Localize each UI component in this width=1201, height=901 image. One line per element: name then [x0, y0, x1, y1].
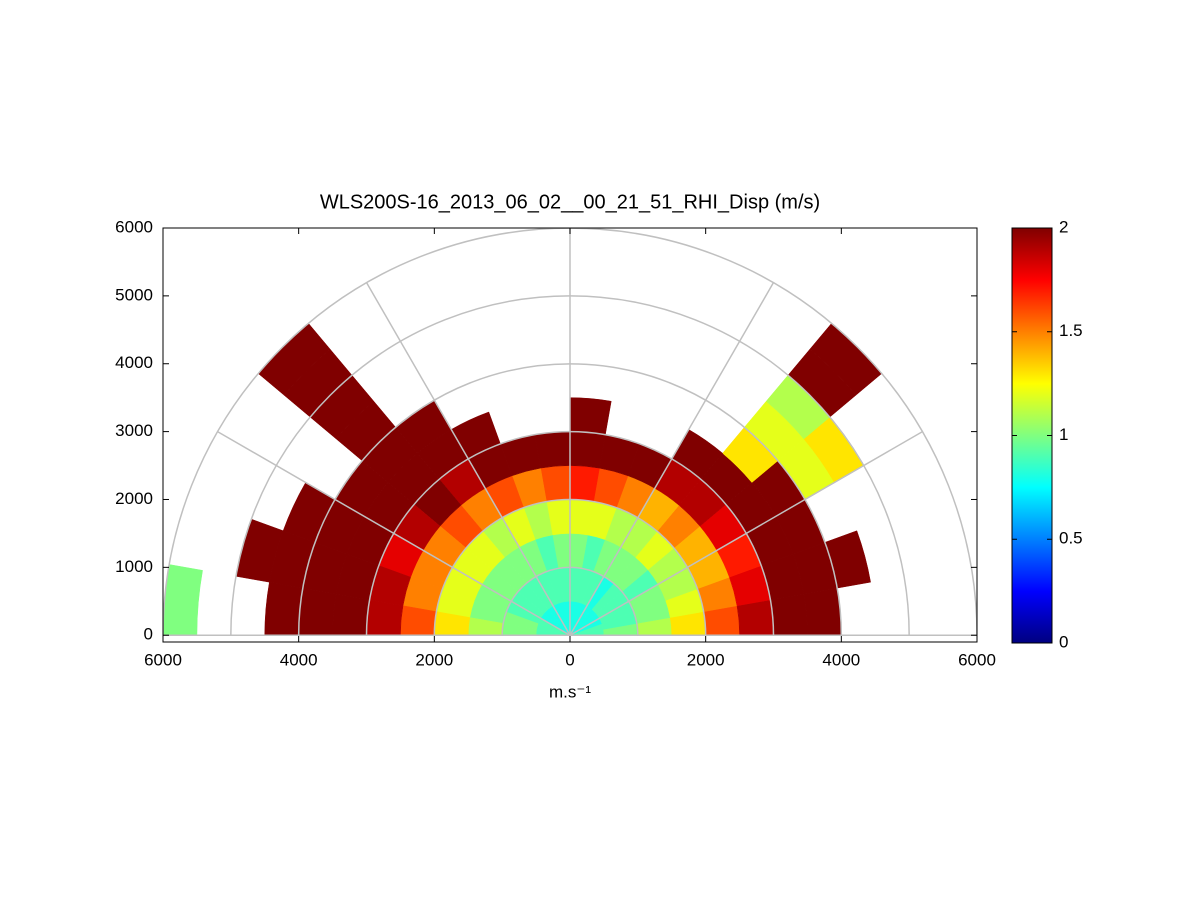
x-tick-label: 6000	[144, 650, 182, 669]
colorbar	[1011, 227, 1053, 644]
x-tick-label: 0	[565, 650, 574, 669]
cell	[366, 599, 404, 636]
y-tick-label: 6000	[115, 217, 153, 236]
spoke	[569, 282, 775, 636]
x-axis-label: m.s⁻¹	[549, 682, 591, 701]
y-tick-label: 3000	[115, 421, 153, 440]
cell	[264, 581, 304, 636]
cell	[569, 431, 606, 469]
x-tick-label: 4000	[280, 650, 318, 669]
chart-title: WLS200S-16_2013_06_02__00_21_51_RHI_Disp…	[320, 191, 820, 213]
y-tick-label: 2000	[115, 489, 153, 508]
y-tick-label: 0	[144, 625, 153, 644]
y-tick-label: 1000	[115, 557, 153, 576]
cell	[332, 593, 370, 636]
x-tick-label: 2000	[415, 650, 453, 669]
x-tick-label: 4000	[822, 650, 860, 669]
cell	[736, 599, 774, 636]
colorbar-tick-label: 0.5	[1059, 529, 1083, 548]
cell	[163, 564, 203, 636]
colorbar-tick-label: 2	[1059, 217, 1068, 236]
cell	[803, 587, 842, 636]
colorbar-tick-label: 1	[1059, 425, 1068, 444]
x-tick-label: 6000	[958, 650, 996, 669]
cell	[770, 593, 808, 636]
spoke	[217, 430, 571, 636]
cell	[569, 397, 612, 435]
colorbar-tick-label: 0	[1059, 632, 1068, 651]
spoke	[569, 430, 923, 636]
spoke	[365, 282, 571, 636]
axes: 6000 4000 2000 0 2000 4000 6000 0 1000 2000 3000 40…	[115, 217, 1082, 669]
plot-area	[163, 228, 977, 636]
x-tick-label: 2000	[687, 650, 725, 669]
y-tick-label: 4000	[115, 353, 153, 372]
y-tick-label: 5000	[115, 285, 153, 304]
cell	[534, 431, 571, 469]
cell	[298, 587, 337, 636]
colorbar-tick-label: 1.5	[1059, 321, 1083, 340]
